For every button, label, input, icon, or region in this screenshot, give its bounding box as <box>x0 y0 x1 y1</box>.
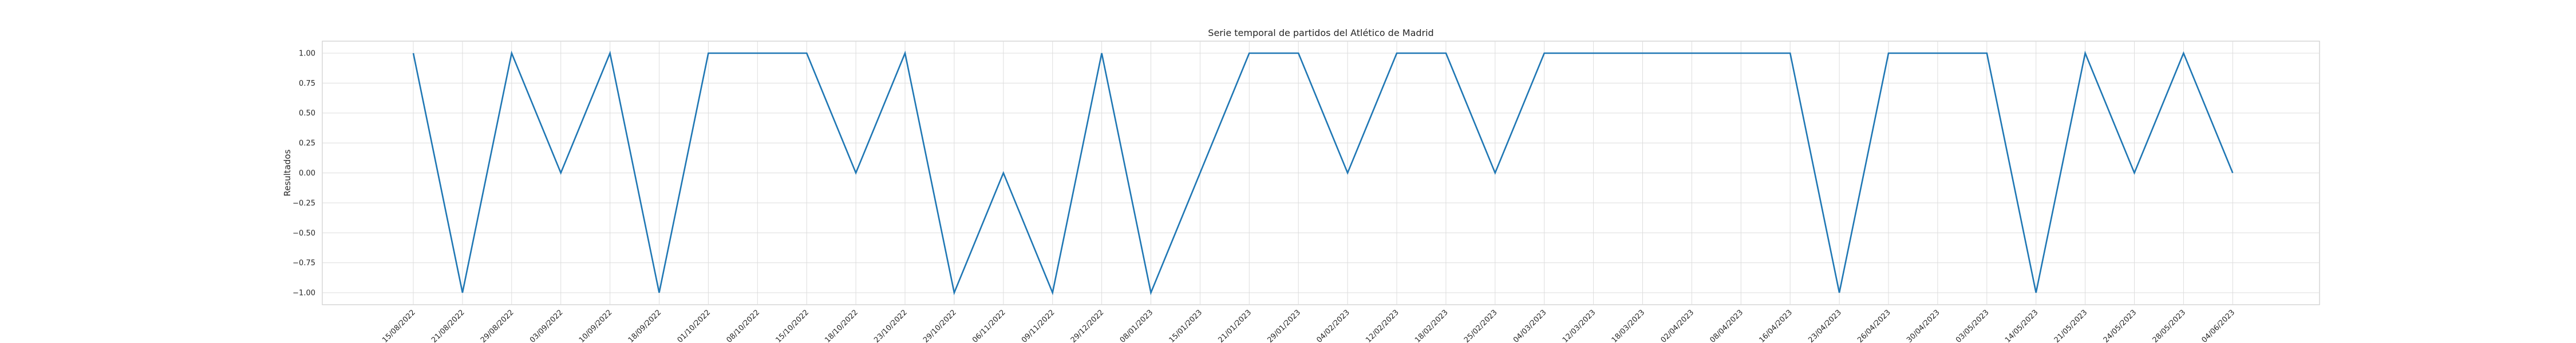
y-axis-label: Resultados <box>282 149 293 196</box>
x-tick-label: 26/04/2023 <box>1856 308 1893 343</box>
y-tick-label: 0.25 <box>299 139 315 148</box>
x-tick-label: 01/10/2022 <box>676 308 713 343</box>
chart-title: Serie temporal de partidos del Atlético … <box>1208 27 1433 38</box>
x-tick-label: 04/06/2023 <box>2200 308 2237 343</box>
x-tick-label: 08/04/2023 <box>1709 308 1745 343</box>
x-tick-label: 06/11/2022 <box>971 308 1008 343</box>
x-tick-label: 29/12/2022 <box>1069 308 1106 343</box>
x-tick-label: 12/03/2023 <box>1561 308 1598 343</box>
x-tick-label: 03/09/2022 <box>528 308 565 343</box>
x-tick-label: 18/03/2023 <box>1610 308 1647 343</box>
x-tick-label: 28/05/2023 <box>2151 308 2188 343</box>
x-tick-label: 02/04/2023 <box>1660 308 1696 343</box>
x-tick-label: 18/09/2022 <box>627 308 663 343</box>
x-tick-label: 08/10/2022 <box>725 308 762 343</box>
x-tick-label: 14/05/2023 <box>2004 308 2040 343</box>
x-tick-label: 08/01/2023 <box>1119 308 1155 343</box>
x-tick-label: 24/05/2023 <box>2102 308 2139 343</box>
y-tick-label: 0.75 <box>299 79 315 88</box>
series-points <box>413 53 2233 293</box>
x-tick-label: 29/10/2022 <box>922 308 958 343</box>
x-tick-label: 21/05/2023 <box>2053 308 2089 343</box>
x-tick-label: 15/01/2023 <box>1168 308 1204 343</box>
x-tick-labels: 15/08/2022 21/08/2022 29/08/2022 03/09/2022… <box>381 308 2237 343</box>
x-tick-label: 12/02/2023 <box>1364 308 1401 343</box>
x-tick-label: 03/05/2023 <box>1954 308 1991 343</box>
x-tick-label: 21/08/2022 <box>430 308 467 343</box>
y-tick-label: 0.50 <box>299 109 315 118</box>
x-tick-label: 04/03/2023 <box>1512 308 1548 343</box>
x-tick-label: 21/01/2023 <box>1217 308 1254 343</box>
y-tick-label: −0.50 <box>293 229 315 238</box>
x-tick-label: 15/08/2022 <box>381 308 417 343</box>
y-tick-labels: 1.00 0.75 0.50 0.25 0.00 −0.25 −0.50 −0.75 −1.00 <box>293 49 315 297</box>
y-tick-label: 0.00 <box>299 169 315 178</box>
results-series-line <box>412 50 2234 296</box>
x-tick-label: 23/10/2022 <box>872 308 909 343</box>
x-tick-label: 10/09/2022 <box>578 308 614 343</box>
x-tick-label: 15/10/2022 <box>774 308 811 343</box>
x-tick-label: 23/04/2023 <box>1807 308 1843 343</box>
y-tick-label: −0.75 <box>293 259 315 268</box>
y-tick-label: −0.25 <box>293 199 315 208</box>
x-tick-label: 04/02/2023 <box>1315 308 1352 343</box>
x-tick-label: 25/02/2023 <box>1463 308 1499 343</box>
x-tick-label: 09/11/2022 <box>1020 308 1057 343</box>
x-tick-label: 16/04/2023 <box>1757 308 1794 343</box>
y-tick-label: 1.00 <box>299 49 315 58</box>
y-tick-label: −1.00 <box>293 289 315 298</box>
x-tick-label: 29/01/2023 <box>1266 308 1302 343</box>
x-tick-label: 18/10/2022 <box>823 308 860 343</box>
x-tick-label: 18/02/2023 <box>1413 308 1450 343</box>
x-tick-label: 29/08/2022 <box>479 308 516 343</box>
x-tick-label: 30/04/2023 <box>1905 308 1942 343</box>
